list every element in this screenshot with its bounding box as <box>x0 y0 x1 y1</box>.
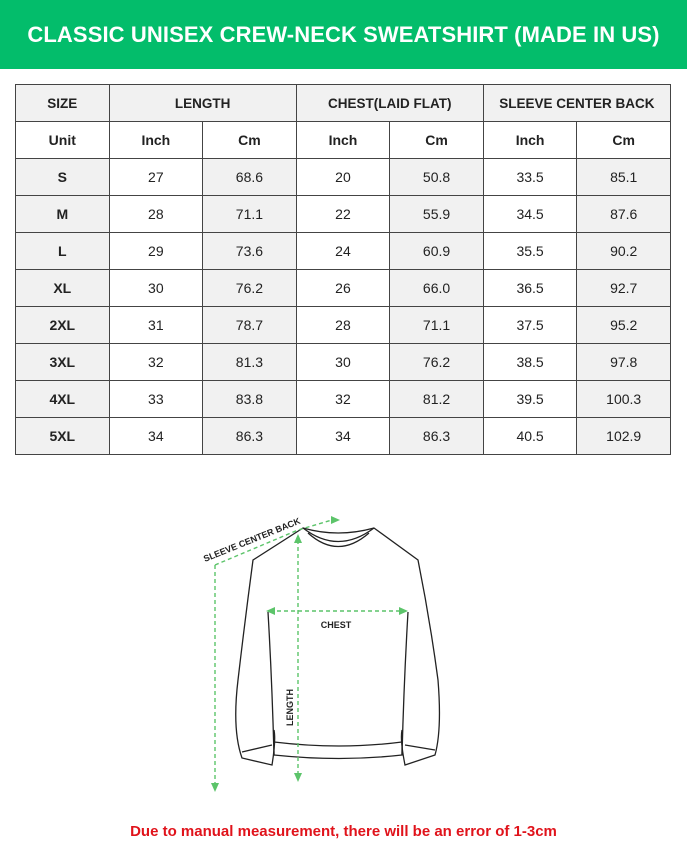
size-cell: L <box>15 232 110 270</box>
value-cell: 20 <box>295 158 391 196</box>
table-row: L 29 73.6 24 60.9 35.5 90.2 <box>15 232 671 270</box>
value-cell: 30 <box>295 343 391 381</box>
size-cell: XL <box>15 269 110 307</box>
value-cell: 68.6 <box>202 158 297 196</box>
unit-cell: Inch <box>295 121 391 159</box>
size-cell: M <box>15 195 110 233</box>
header-sleeve: SLEEVE CENTER BACK <box>482 84 672 122</box>
value-cell: 28 <box>295 306 391 344</box>
unit-cell: Inch <box>108 121 204 159</box>
sweatshirt-diagram: SLEEVE CENTER BACK CHEST LENGTH <box>202 516 441 792</box>
value-cell: 76.2 <box>202 269 297 307</box>
value-cell: 34 <box>108 417 204 455</box>
value-cell: 37.5 <box>482 306 578 344</box>
unit-cell: Inch <box>482 121 578 159</box>
chest-label: CHEST <box>321 620 352 630</box>
value-cell: 83.8 <box>202 380 297 418</box>
value-cell: 85.1 <box>576 158 671 196</box>
table-row: M 28 71.1 22 55.9 34.5 87.6 <box>15 195 671 233</box>
value-cell: 66.0 <box>389 269 484 307</box>
value-cell: 29 <box>108 232 204 270</box>
value-cell: 100.3 <box>576 380 671 418</box>
value-cell: 55.9 <box>389 195 484 233</box>
value-cell: 36.5 <box>482 269 578 307</box>
length-label: LENGTH <box>285 689 295 726</box>
unit-row: Unit Inch Cm Inch Cm Inch Cm <box>15 121 671 159</box>
value-cell: 32 <box>295 380 391 418</box>
value-cell: 73.6 <box>202 232 297 270</box>
size-cell: 5XL <box>15 417 110 455</box>
value-cell: 78.7 <box>202 306 297 344</box>
header-chest: CHEST(LAID FLAT) <box>295 84 484 122</box>
value-cell: 27 <box>108 158 204 196</box>
value-cell: 34 <box>295 417 391 455</box>
value-cell: 86.3 <box>389 417 484 455</box>
measure-arrows-icon <box>214 519 404 785</box>
size-cell: S <box>15 158 110 196</box>
sweatshirt-outline-icon <box>235 527 441 766</box>
size-cell: 2XL <box>15 306 110 344</box>
table-row: S 27 68.6 20 50.8 33.5 85.1 <box>15 158 671 196</box>
value-cell: 40.5 <box>482 417 578 455</box>
value-cell: 33.5 <box>482 158 578 196</box>
unit-cell: Cm <box>389 121 484 159</box>
value-cell: 95.2 <box>576 306 671 344</box>
value-cell: 32 <box>108 343 204 381</box>
value-cell: 81.3 <box>202 343 297 381</box>
header-row: SIZE LENGTH CHEST(LAID FLAT) SLEEVE CENT… <box>15 84 672 122</box>
table-row: 4XL 33 83.8 32 81.2 39.5 100.3 <box>15 380 671 418</box>
value-cell: 76.2 <box>389 343 484 381</box>
value-cell: 30 <box>108 269 204 307</box>
value-cell: 50.8 <box>389 158 484 196</box>
table-row: 2XL 31 78.7 28 71.1 37.5 95.2 <box>15 306 671 344</box>
sleeve-label: SLEEVE CENTER BACK <box>202 516 302 564</box>
size-cell: 3XL <box>15 343 110 381</box>
header-length: LENGTH <box>108 84 297 122</box>
value-cell: 97.8 <box>576 343 671 381</box>
value-cell: 90.2 <box>576 232 671 270</box>
value-cell: 71.1 <box>389 306 484 344</box>
value-cell: 92.7 <box>576 269 671 307</box>
value-cell: 81.2 <box>389 380 484 418</box>
header-size: SIZE <box>15 84 110 122</box>
value-cell: 33 <box>108 380 204 418</box>
value-cell: 35.5 <box>482 232 578 270</box>
table-row: 5XL 34 86.3 34 86.3 40.5 102.9 <box>15 417 671 455</box>
table-row: XL 30 76.2 26 66.0 36.5 92.7 <box>15 269 671 307</box>
value-cell: 87.6 <box>576 195 671 233</box>
value-cell: 26 <box>295 269 391 307</box>
value-cell: 34.5 <box>482 195 578 233</box>
value-cell: 102.9 <box>576 417 671 455</box>
page-title: CLASSIC UNISEX CREW-NECK SWEATSHIRT (MAD… <box>0 0 687 69</box>
size-cell: 4XL <box>15 380 110 418</box>
unit-cell: Cm <box>576 121 671 159</box>
value-cell: 31 <box>108 306 204 344</box>
unit-cell: Unit <box>15 121 110 159</box>
value-cell: 71.1 <box>202 195 297 233</box>
unit-cell: Cm <box>202 121 297 159</box>
size-chart-table: SIZE LENGTH CHEST(LAID FLAT) SLEEVE CENT… <box>15 84 672 455</box>
measurement-note: Due to manual measurement, there will be… <box>130 823 557 840</box>
value-cell: 38.5 <box>482 343 578 381</box>
value-cell: 39.5 <box>482 380 578 418</box>
value-cell: 86.3 <box>202 417 297 455</box>
value-cell: 60.9 <box>389 232 484 270</box>
value-cell: 24 <box>295 232 391 270</box>
table-row: 3XL 32 81.3 30 76.2 38.5 97.8 <box>15 343 671 381</box>
value-cell: 22 <box>295 195 391 233</box>
value-cell: 28 <box>108 195 204 233</box>
